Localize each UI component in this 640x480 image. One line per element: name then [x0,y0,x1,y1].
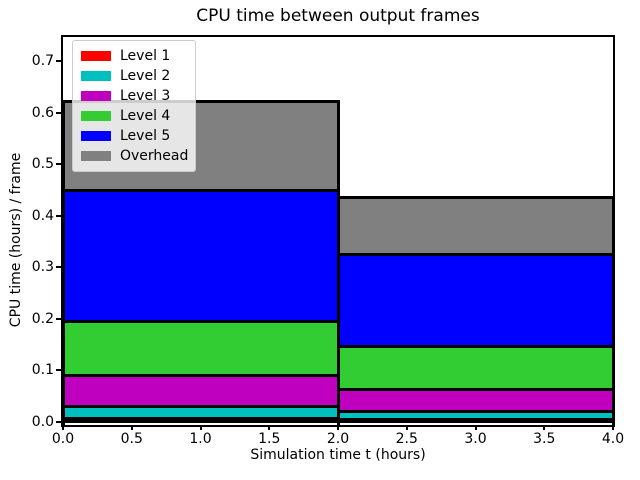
y-tick-label: 0.1 [31,362,54,378]
bar-edge-line [63,405,338,409]
x-tick-label: 3.5 [533,431,556,447]
y-tick-label: 0.7 [31,53,54,69]
chart-title: CPU time between output frames [196,6,480,26]
y-axis-label: CPU time (hours) / frame [8,152,24,328]
x-tick-mark [130,425,133,430]
legend-swatch-icon [81,71,111,81]
x-tick-label: 2.5 [395,431,418,447]
y-tick-label: 0.5 [31,156,54,172]
legend-label: Level 1 [120,48,171,64]
x-tick-label: 1.5 [258,431,281,447]
bar-edge-line [338,252,613,256]
y-tick-label: 0.2 [31,310,54,327]
y-tick-label: 0.3 [31,259,54,275]
bar-edge-line [63,189,338,193]
legend-label: Level 2 [120,68,171,84]
y-tick-mark [56,60,61,62]
y-tick-label: 0.6 [31,104,54,121]
x-tick-mark [474,425,477,430]
legend-label: Level 3 [120,88,171,104]
bar-edge-line [63,99,338,103]
bar-segment-level-2 [338,411,613,420]
legend: Level 1 Level 2 Level 3 Level 4 Level 5 Overh… [72,40,196,172]
bar-edge-line [61,99,65,425]
legend-swatch-icon [81,51,111,61]
legend-swatch-icon [81,111,111,121]
x-tick-mark [62,425,64,430]
bar-segment-level-3 [338,389,613,412]
bar-edge-line [63,373,338,377]
bar-edge-line [63,417,338,421]
bar-segment-level-4 [63,321,338,376]
legend-row: Level 5 [81,126,187,146]
x-tick-mark [337,425,339,430]
bar-edge-line [336,196,340,425]
legend-row: Overhead [81,146,189,166]
bar-edge-line [338,387,613,391]
y-tick-mark [56,266,61,268]
bar-segment-overhead [338,197,613,255]
legend-label: Level 5 [120,128,171,144]
bar-edge-line [338,417,613,421]
y-tick-mark [56,111,61,114]
bar-edge-line [611,196,615,425]
bar-edge-line [338,410,613,414]
x-tick-label: 2.0 [326,431,350,447]
x-tick-mark [612,425,614,430]
bar-segment-level-5 [63,190,338,322]
legend-row: Level 4 [81,106,187,126]
y-tick-label: 0.4 [31,207,54,224]
bar-edge-line [63,320,338,324]
bar-segment-level-3 [63,375,338,407]
legend-row: Level 3 [81,86,187,106]
x-tick-mark [405,425,408,430]
x-tick-mark [543,425,546,430]
y-tick-mark [56,369,61,371]
x-tick-label: 4.0 [601,431,625,447]
x-tick-mark [199,425,202,430]
x-tick-label: 1.0 [189,431,212,447]
bar-edge-line [338,196,613,200]
bar-segment-level-5 [338,254,613,347]
x-tick-mark [268,425,271,430]
legend-swatch-icon [81,131,111,141]
bar-segment-level-4 [338,346,613,390]
legend-row: Level 1 [81,46,187,66]
x-tick-label: 0.0 [51,431,75,447]
legend-label: Overhead [120,148,189,164]
bar-segment-level-2 [63,406,338,419]
y-tick-mark [56,163,61,165]
y-tick-mark [56,214,61,217]
legend-label: Level 4 [120,108,171,124]
x-axis-label: Simulation time t (hours) [250,447,426,463]
y-tick-label: 0.0 [31,413,54,430]
bar-edge-line [338,345,613,349]
legend-swatch-icon [81,151,111,161]
x-tick-label: 0.5 [120,431,143,447]
y-tick-mark [56,317,61,320]
bar-edge-line [63,420,338,423]
y-tick-mark [56,420,61,423]
legend-swatch-icon [81,91,111,101]
x-tick-label: 3.0 [464,431,487,447]
bar-edge-line [338,420,613,423]
legend-row: Level 2 [81,66,187,86]
